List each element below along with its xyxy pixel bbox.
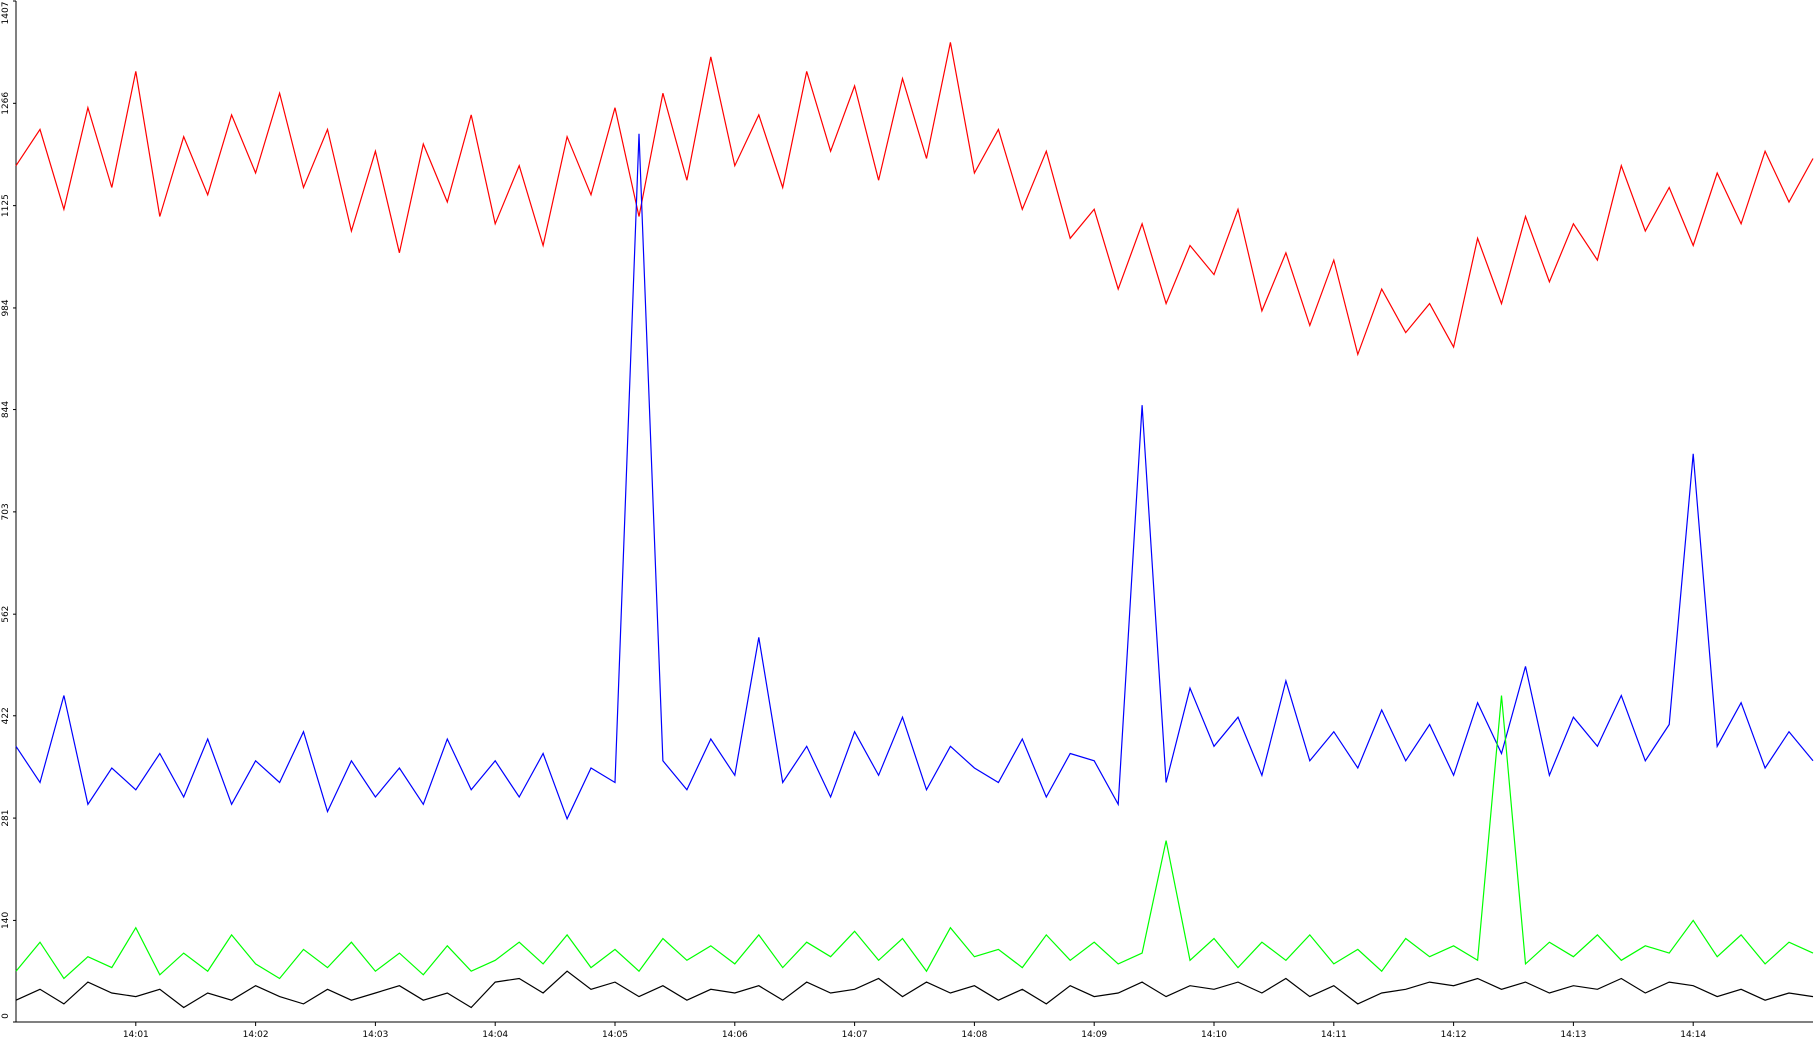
y-tick-label: 844	[1, 401, 11, 418]
y-tick-label: 1266	[1, 92, 11, 115]
y-tick-label: 984	[1, 299, 11, 316]
x-tick-label: 14:14	[1680, 1030, 1706, 1039]
y-tick-label: 1125	[1, 194, 11, 217]
x-tick-label: 14:12	[1441, 1030, 1467, 1039]
y-tick-label: 562	[1, 606, 11, 623]
series-line	[15, 133, 1814, 821]
y-tick-label: 1407	[1, 2, 11, 25]
x-tick-label: 14:09	[1081, 1030, 1107, 1039]
y-tick-label: 140	[1, 912, 11, 929]
x-tick-label: 14:04	[482, 1030, 508, 1039]
x-tick-label: 14:05	[602, 1030, 628, 1039]
y-tick-label: 0	[1, 1013, 11, 1019]
x-tick-label: 14:02	[243, 1030, 269, 1039]
x-tick-label: 14:08	[961, 1030, 987, 1039]
x-tick-label: 14:11	[1321, 1030, 1347, 1039]
x-tick-label: 14:13	[1560, 1030, 1586, 1039]
x-tick-label: 14:03	[362, 1030, 388, 1039]
x-tick-label: 14:06	[722, 1030, 748, 1039]
x-tick-label: 14:01	[123, 1030, 149, 1039]
series-line	[15, 695, 1814, 980]
series-line	[15, 42, 1814, 357]
y-tick-label: 422	[1, 707, 11, 724]
y-tick-label: 703	[1, 503, 11, 520]
y-tick-label: 281	[1, 809, 11, 826]
x-tick-label: 14:10	[1201, 1030, 1227, 1039]
series-line	[15, 970, 1814, 1009]
x-tick-label: 14:07	[842, 1030, 868, 1039]
